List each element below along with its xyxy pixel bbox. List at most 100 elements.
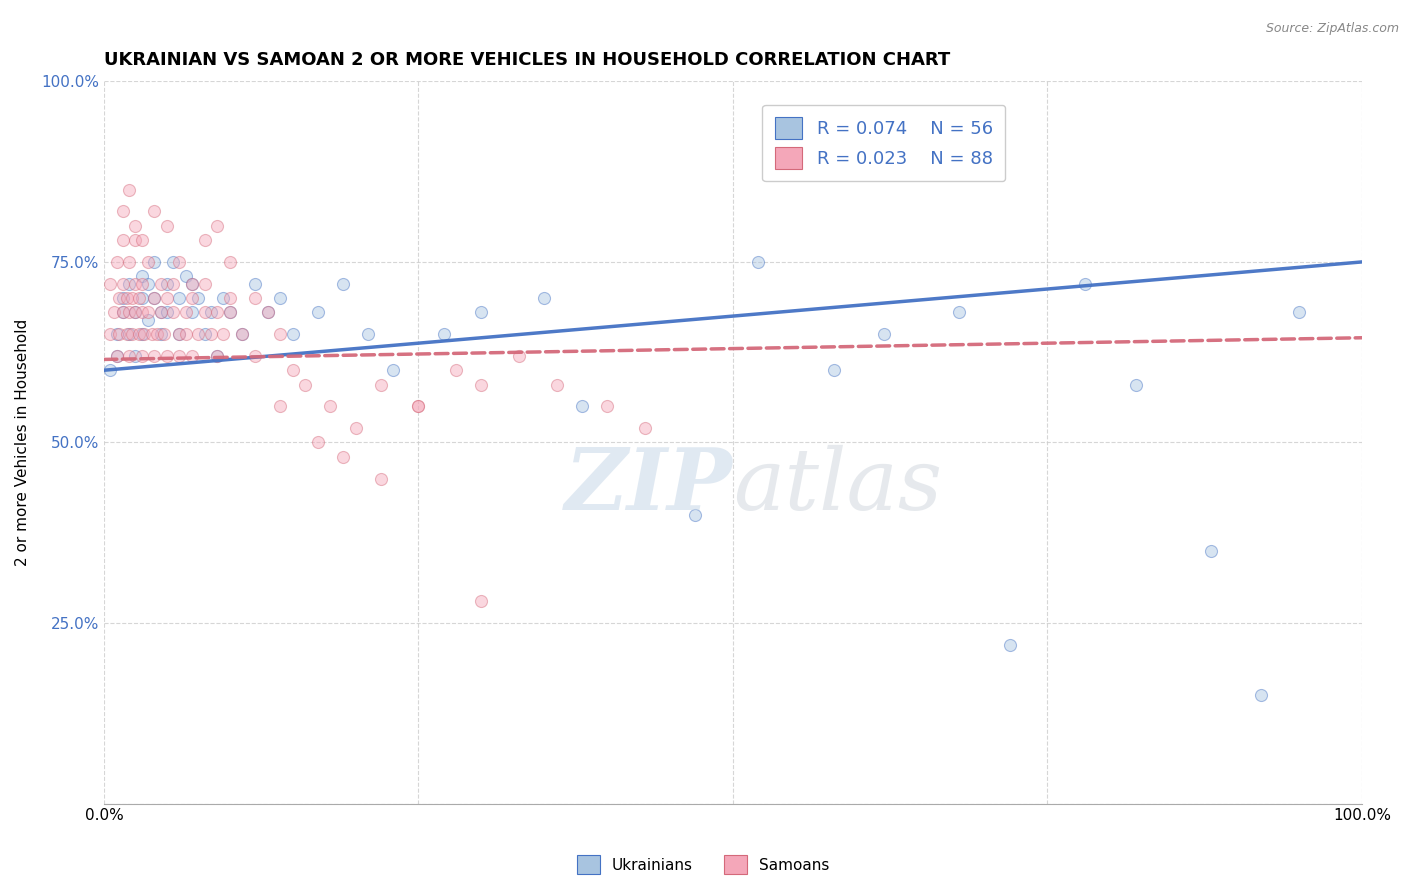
Point (571, 400, 593, 414)
Point (156, 349, 179, 363)
Point (105, 349, 128, 363)
Point (149, 327, 172, 342)
Point (382, 363, 405, 377)
Point (131, 349, 153, 363)
Point (408, 400, 430, 414)
Point (319, 400, 342, 414)
Point (181, 291, 204, 305)
Point (169, 255, 191, 269)
Point (546, 377, 568, 392)
Point (111, 277, 134, 291)
Point (218, 255, 240, 269)
Point (200, 305, 222, 319)
Point (118, 183, 141, 197)
Point (256, 305, 278, 319)
Point (111, 291, 134, 305)
Point (115, 327, 138, 342)
Point (169, 327, 191, 342)
Point (141, 327, 163, 342)
Point (149, 305, 172, 319)
Point (105, 327, 128, 342)
Point (121, 327, 143, 342)
Point (162, 305, 184, 319)
Point (508, 349, 530, 363)
Point (470, 377, 492, 392)
Point (948, 305, 970, 319)
Point (149, 305, 172, 319)
Point (596, 400, 619, 414)
Point (131, 277, 153, 291)
Point (169, 349, 191, 363)
Point (118, 305, 141, 319)
Point (124, 305, 146, 319)
Point (156, 277, 179, 291)
Point (269, 327, 291, 342)
Point (281, 327, 304, 342)
Point (873, 327, 896, 342)
Point (470, 305, 492, 319)
Point (136, 305, 159, 319)
Point (131, 327, 153, 342)
Point (205, 219, 228, 233)
Point (131, 233, 153, 247)
Point (294, 377, 316, 392)
Point (134, 327, 156, 342)
Point (98, 277, 121, 291)
Point (205, 305, 228, 319)
Point (136, 255, 159, 269)
Point (143, 291, 166, 305)
Point (181, 277, 204, 291)
Point (187, 291, 209, 305)
Point (269, 400, 291, 414)
Point (136, 277, 159, 291)
Text: Source: ZipAtlas.com: Source: ZipAtlas.com (1265, 22, 1399, 36)
Point (194, 305, 217, 319)
Point (143, 349, 166, 363)
Point (118, 327, 141, 342)
Point (194, 277, 217, 291)
Point (156, 291, 179, 305)
Point (136, 312, 159, 326)
Point (212, 327, 235, 342)
Point (105, 349, 128, 363)
Point (103, 305, 125, 319)
Point (205, 349, 228, 363)
Point (747, 255, 769, 269)
Text: atlas: atlas (733, 444, 942, 527)
Point (121, 291, 143, 305)
Point (156, 305, 179, 319)
Point (634, 421, 657, 435)
Point (231, 327, 253, 342)
Point (212, 291, 235, 305)
Point (205, 349, 228, 363)
Point (124, 277, 146, 291)
Point (174, 327, 197, 342)
Point (200, 327, 222, 342)
Point (307, 305, 329, 319)
Point (111, 204, 134, 219)
Point (131, 269, 153, 284)
Point (243, 277, 266, 291)
Point (187, 327, 209, 342)
Point (111, 305, 134, 319)
Point (169, 291, 191, 305)
Point (105, 255, 128, 269)
Point (243, 291, 266, 305)
Point (143, 255, 166, 269)
Point (281, 363, 304, 377)
Point (174, 305, 197, 319)
Point (128, 291, 150, 305)
Point (823, 363, 845, 377)
Point (124, 305, 146, 319)
Point (1288, 305, 1310, 319)
Point (181, 277, 204, 291)
Point (533, 291, 555, 305)
Point (124, 349, 146, 363)
Point (169, 327, 191, 342)
Point (218, 305, 240, 319)
Point (156, 219, 179, 233)
Point (162, 277, 184, 291)
Point (143, 204, 166, 219)
Point (143, 291, 166, 305)
Text: UKRAINIAN VS SAMOAN 2 OR MORE VEHICLES IN HOUSEHOLD CORRELATION CHART: UKRAINIAN VS SAMOAN 2 OR MORE VEHICLES I… (104, 51, 950, 69)
